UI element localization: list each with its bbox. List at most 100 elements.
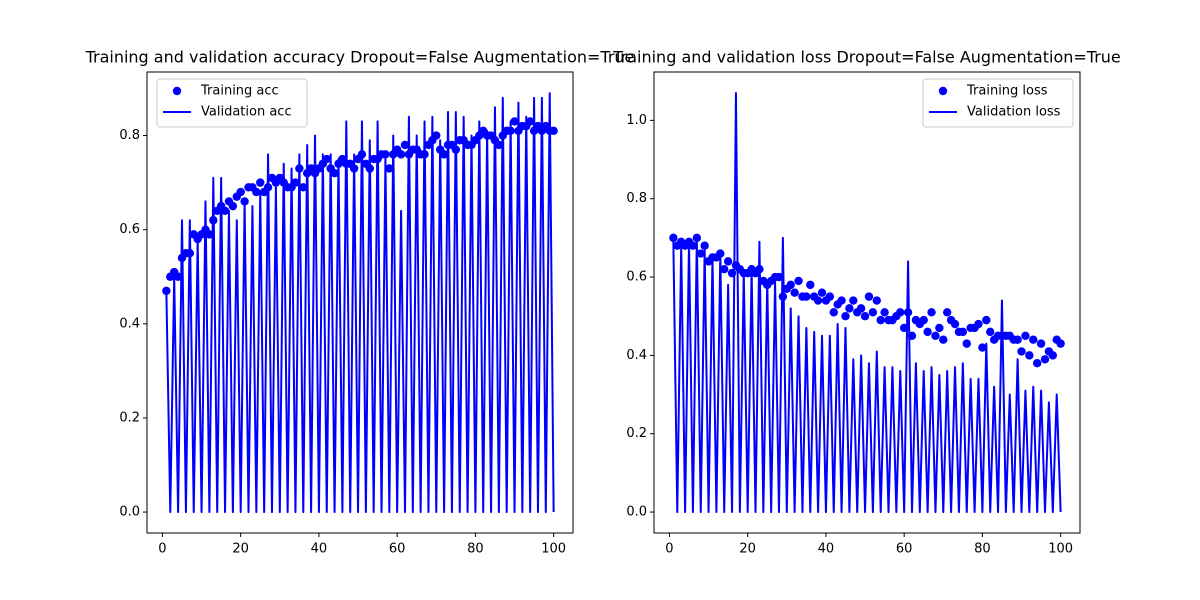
training-point [841,312,850,321]
training-point [252,187,261,197]
training-point [806,280,815,290]
training-point [162,286,171,296]
training-point [813,296,823,305]
legend-marker [172,86,182,96]
training-point [692,233,702,243]
training-point [1017,347,1026,356]
training-point [1029,335,1038,344]
training-point [903,308,913,317]
legend-box [922,78,1074,128]
training-point [790,288,799,297]
training-point [923,327,932,337]
training-point [958,327,968,337]
training-point [723,257,733,266]
x-tick-label: 40 [818,542,835,557]
training-point [825,292,835,301]
training-point [755,265,764,274]
training-point [263,183,273,192]
legend-label: Validation acc [201,105,292,120]
x-tick-label: 60 [389,542,406,557]
training-point [1032,359,1042,368]
training-point [330,168,339,178]
legend-marker [938,86,948,96]
training-point [220,206,230,216]
training-point [205,230,214,239]
training-point [228,201,238,211]
y-tick-label: 1.0 [626,113,647,128]
y-tick-label: 0.8 [626,191,647,206]
training-point [716,249,725,258]
training-point [506,126,515,136]
training-point [510,117,519,126]
training-point [942,308,952,317]
axes-frame [653,71,1081,534]
training-point [1021,331,1030,340]
legend-label: Training acc [200,84,279,99]
x-tick-label: 0 [665,542,673,557]
training-point [1056,339,1065,348]
training-point [778,292,788,301]
training-point [365,164,374,173]
training-point [896,308,905,317]
training-point [185,248,195,258]
legend-label: Validation loss [967,105,1061,120]
training-point [774,272,784,282]
y-tick-label: 0.2 [626,426,647,441]
y-tick-label: 0.6 [626,270,647,285]
training-point [876,315,885,325]
training-point [322,154,331,164]
training-point [931,331,940,340]
training-point [451,145,461,154]
training-point [919,315,928,325]
y-tick-label: 0.2 [119,410,140,425]
training-point [669,233,678,243]
training-point [432,131,441,140]
training-point [688,241,698,250]
training-point [849,296,858,305]
y-tick-label: 0.0 [119,505,140,520]
x-tick-label: 20 [739,542,756,557]
x-tick-label: 80 [974,542,991,557]
training-point [927,308,936,317]
training-point [856,304,866,313]
training-point [1036,339,1046,348]
training-point [291,178,300,187]
axes-frame [146,71,574,534]
x-tick-label: 40 [311,542,328,557]
training-point [720,265,729,274]
training-point [549,126,558,136]
training-point [899,323,909,333]
training-point [240,197,249,206]
training-point [786,280,795,290]
chart-title: Training and validation loss Dropout=Fal… [612,48,1121,67]
training-point [982,315,991,325]
training-point [396,150,406,159]
training-point [950,319,960,329]
training-point [837,296,846,305]
training-point [907,331,917,340]
training-point [173,272,183,281]
training-point [400,140,410,150]
training-point [696,249,705,258]
training-point [802,292,811,301]
training-point [700,241,709,250]
training-point [986,327,995,337]
x-tick-label: 80 [467,542,484,557]
training-point [974,319,983,329]
training-point [299,183,308,192]
x-tick-label: 60 [896,542,913,557]
validation-line [165,92,555,514]
x-tick-label: 0 [158,542,166,557]
training-point [439,150,449,159]
training-point [935,323,944,333]
training-point [845,304,854,313]
training-point [381,150,390,159]
validation-line [672,91,1062,514]
training-point [978,343,987,352]
training-point [295,164,304,173]
training-point [939,335,948,344]
training-point [1048,351,1058,360]
training-point [860,312,870,321]
training-point [256,178,265,187]
